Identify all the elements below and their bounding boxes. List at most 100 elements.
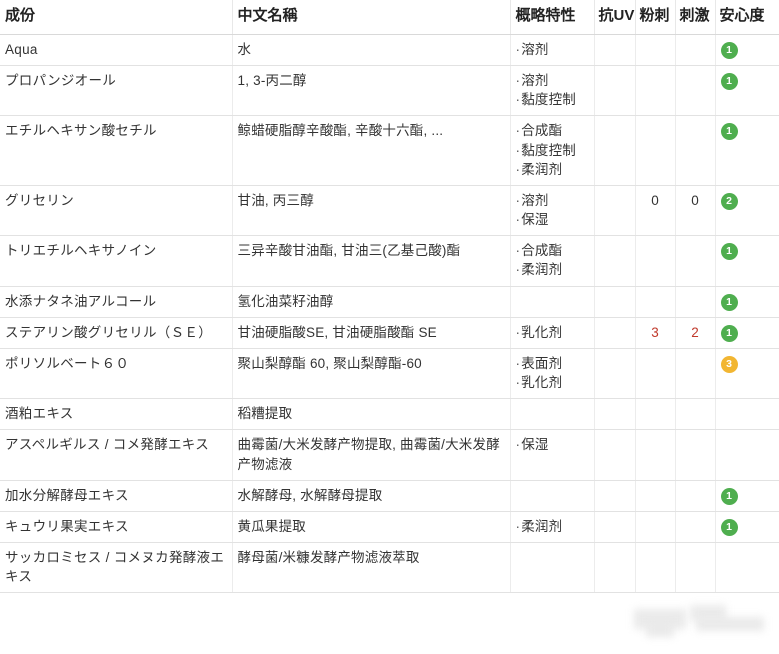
feature-item: 乳化剂 [516,373,589,392]
safety-score-cell: 1 [715,511,779,543]
feature-item: 黏度控制 [516,141,589,160]
uv-value [594,348,636,400]
irritation-value [675,542,716,594]
safety-score-cell [715,542,779,594]
irritation-value [675,398,716,431]
feature-list: 柔润剂 [510,511,595,543]
safety-score-badge: 1 [720,293,738,311]
ingredient-name[interactable]: Aqua [0,34,233,67]
table-row[interactable]: ステアリン酸グリセリル（ＳＥ）甘油硬脂酸SE, 甘油硬脂酸酯 SE 乳化剂 321 [0,317,779,349]
column-header-safety[interactable]: 安心度 [715,0,779,35]
irritation-value [675,115,716,186]
uv-value [594,286,636,318]
ingredient-name[interactable]: ポリソルベート６０ [0,348,233,400]
uv-value [594,398,636,431]
acne-value [635,542,676,594]
table-row[interactable]: Aqua水溶剂 1 [0,34,779,67]
table-row[interactable]: キュウリ果実エキス黄瓜果提取柔润剂 1 [0,511,779,543]
feature-list: 溶剂黏度控制 [510,65,595,117]
safety-score-cell [715,429,779,481]
safety-score-badge: 1 [720,123,738,141]
feature-list [510,398,595,431]
uv-value [594,185,636,237]
uv-value [594,511,636,543]
acne-value [635,34,676,67]
safety-score-cell: 2 [715,185,779,237]
ingredient-name[interactable]: グリセリン [0,185,233,237]
column-header-acne[interactable]: 粉刺 [635,0,676,35]
chinese-name: 酵母菌/米糠发酵产物滤液萃取 [232,542,511,594]
table-row[interactable]: サッカロミセス / コメヌカ発酵液エキス 酵母菌/米糠发酵产物滤液萃取 [0,542,779,594]
chinese-name: 氢化油菜籽油醇 [232,286,511,318]
feature-item: 表面剂 [516,354,589,373]
ingredient-name[interactable]: 酒粕エキス [0,398,233,431]
ingredient-name[interactable]: アスペルギルス / コメ発酵エキス [0,429,233,481]
table-row[interactable]: 酒粕エキス 稻糟提取 [0,398,779,431]
acne-value [635,286,676,318]
irritation-value [675,429,716,481]
irritation-value [675,348,716,400]
acne-value [635,480,676,512]
feature-list: 表面剂乳化剂 [510,348,595,400]
irritation-value: 0 [675,185,716,237]
uv-value [594,317,636,349]
irritation-value [675,480,716,512]
safety-score-badge: 2 [720,192,738,210]
column-header-irritation[interactable]: 刺激 [675,0,716,35]
uv-value [594,115,636,186]
column-header-chinese-name[interactable]: 中文名稱 [232,0,511,35]
uv-value [594,235,636,287]
safety-score-cell: 1 [715,480,779,512]
irritation-value [675,34,716,67]
ingredient-name[interactable]: プロパンジオール [0,65,233,117]
uv-value [594,34,636,67]
acne-value [635,348,676,400]
feature-list: 溶剂保湿 [510,185,595,237]
table-header: 成份 中文名稱 概略特性 抗UV 粉刺 刺激 安心度 [0,0,779,35]
feature-list [510,542,595,594]
feature-item: 合成酯 [516,241,589,260]
safety-score-badge: 1 [720,324,738,342]
chinese-name: 甘油, 丙三醇 [232,185,511,237]
irritation-value [675,511,716,543]
safety-score-cell: 1 [715,286,779,318]
table-row[interactable]: 加水分解酵母エキス 水解酵母, 水解酵母提取 1 [0,480,779,512]
uv-value [594,65,636,117]
feature-item: 溶剂 [516,71,589,90]
ingredient-name[interactable]: ステアリン酸グリセリル（ＳＥ） [0,317,233,349]
ingredient-name[interactable]: キュウリ果実エキス [0,511,233,543]
table-row[interactable]: アスペルギルス / コメ発酵エキス 曲霉菌/大米发酵产物提取, 曲霉菌/大米发酵产… [0,429,779,481]
feature-item: 保湿 [516,435,589,454]
ingredient-name[interactable]: 水添ナタネ油アルコール [0,286,233,318]
feature-item: 溶剂 [516,40,589,59]
chinese-name: 三异辛酸甘油酯, 甘油三(乙基己酸)酯 [232,235,511,287]
feature-item: 溶剂 [516,191,589,210]
safety-score-cell: 1 [715,65,779,117]
feature-list: 保湿 [510,429,595,481]
feature-item: 黏度控制 [516,90,589,109]
feature-list: 乳化剂 [510,317,595,349]
chinese-name: 曲霉菌/大米发酵产物提取, 曲霉菌/大米发酵产物滤液 [232,429,511,481]
column-header-uv[interactable]: 抗UV [594,0,636,35]
ingredient-name[interactable]: 加水分解酵母エキス [0,480,233,512]
chinese-name: 黄瓜果提取 [232,511,511,543]
feature-item: 保湿 [516,210,589,229]
column-header-feature[interactable]: 概略特性 [510,0,595,35]
ingredient-name[interactable]: トリエチルヘキサノイン [0,235,233,287]
ingredient-name[interactable]: エチルヘキサン酸セチル [0,115,233,186]
safety-score-cell [715,398,779,431]
feature-list: 合成酯柔润剂 [510,235,595,287]
table-row[interactable]: 水添ナタネ油アルコール 氢化油菜籽油醇 1 [0,286,779,318]
column-header-ingredient[interactable]: 成份 [0,0,233,35]
irritation-value: 2 [675,317,716,349]
table-header-row: 成份 中文名稱 概略特性 抗UV 粉刺 刺激 安心度 [0,0,779,35]
feature-item: 柔润剂 [516,160,589,179]
feature-list [510,286,595,318]
ingredient-name[interactable]: サッカロミセス / コメヌカ発酵液エキス [0,542,233,594]
